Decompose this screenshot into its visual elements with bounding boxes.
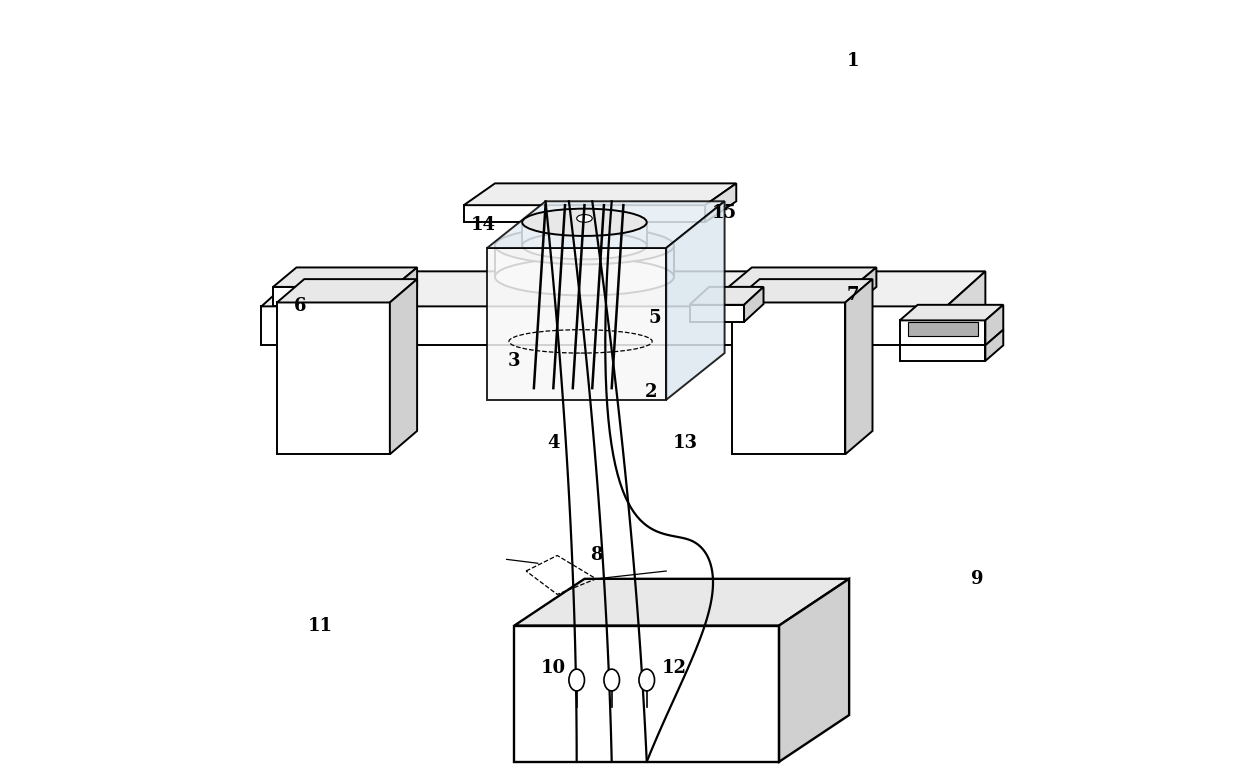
Polygon shape bbox=[394, 267, 418, 307]
Ellipse shape bbox=[494, 227, 674, 264]
Text: 3: 3 bbox=[508, 352, 520, 370]
Polygon shape bbox=[261, 271, 985, 307]
Polygon shape bbox=[667, 201, 725, 400]
Polygon shape bbox=[732, 303, 845, 454]
Polygon shape bbox=[261, 307, 947, 345]
Text: 15: 15 bbox=[712, 204, 737, 222]
Polygon shape bbox=[900, 321, 985, 345]
Text: 7: 7 bbox=[846, 285, 860, 303]
Polygon shape bbox=[463, 183, 736, 205]
Text: 14: 14 bbox=[471, 216, 496, 234]
Polygon shape bbox=[273, 287, 394, 307]
Text: 13: 13 bbox=[673, 434, 698, 452]
Text: 5: 5 bbox=[648, 309, 660, 327]
Text: 6: 6 bbox=[294, 297, 306, 315]
Ellipse shape bbox=[639, 669, 654, 691]
Text: 4: 4 bbox=[548, 434, 560, 452]
Ellipse shape bbox=[522, 209, 647, 236]
Polygon shape bbox=[278, 279, 418, 303]
Ellipse shape bbox=[569, 669, 585, 691]
Polygon shape bbox=[947, 271, 985, 345]
Polygon shape bbox=[729, 267, 876, 287]
Polygon shape bbox=[487, 201, 725, 248]
Polygon shape bbox=[900, 345, 985, 361]
Text: 11: 11 bbox=[307, 616, 332, 634]
Polygon shape bbox=[690, 305, 745, 322]
Polygon shape bbox=[705, 183, 736, 223]
Polygon shape bbox=[985, 305, 1004, 345]
Polygon shape bbox=[514, 626, 779, 762]
Polygon shape bbox=[729, 287, 852, 307]
Text: 12: 12 bbox=[662, 659, 686, 677]
Polygon shape bbox=[278, 303, 390, 454]
Text: 9: 9 bbox=[971, 570, 984, 588]
Polygon shape bbox=[690, 287, 763, 305]
Polygon shape bbox=[487, 248, 667, 400]
Polygon shape bbox=[514, 579, 849, 626]
Polygon shape bbox=[779, 579, 849, 762]
Polygon shape bbox=[273, 267, 418, 287]
Polygon shape bbox=[845, 279, 872, 454]
Text: 2: 2 bbox=[644, 383, 657, 401]
Polygon shape bbox=[494, 245, 674, 277]
Text: 10: 10 bbox=[540, 659, 566, 677]
Ellipse shape bbox=[522, 232, 647, 260]
Polygon shape bbox=[463, 205, 705, 223]
Text: 8: 8 bbox=[590, 546, 602, 564]
Ellipse shape bbox=[576, 215, 592, 223]
Polygon shape bbox=[522, 223, 647, 245]
Polygon shape bbox=[852, 267, 876, 307]
Polygon shape bbox=[390, 279, 418, 454]
Ellipse shape bbox=[603, 669, 620, 691]
Polygon shape bbox=[745, 287, 763, 322]
Polygon shape bbox=[985, 330, 1004, 361]
Text: 1: 1 bbox=[846, 53, 860, 70]
Polygon shape bbox=[907, 322, 978, 336]
Polygon shape bbox=[732, 279, 872, 303]
Polygon shape bbox=[900, 305, 1004, 321]
Ellipse shape bbox=[494, 258, 674, 296]
